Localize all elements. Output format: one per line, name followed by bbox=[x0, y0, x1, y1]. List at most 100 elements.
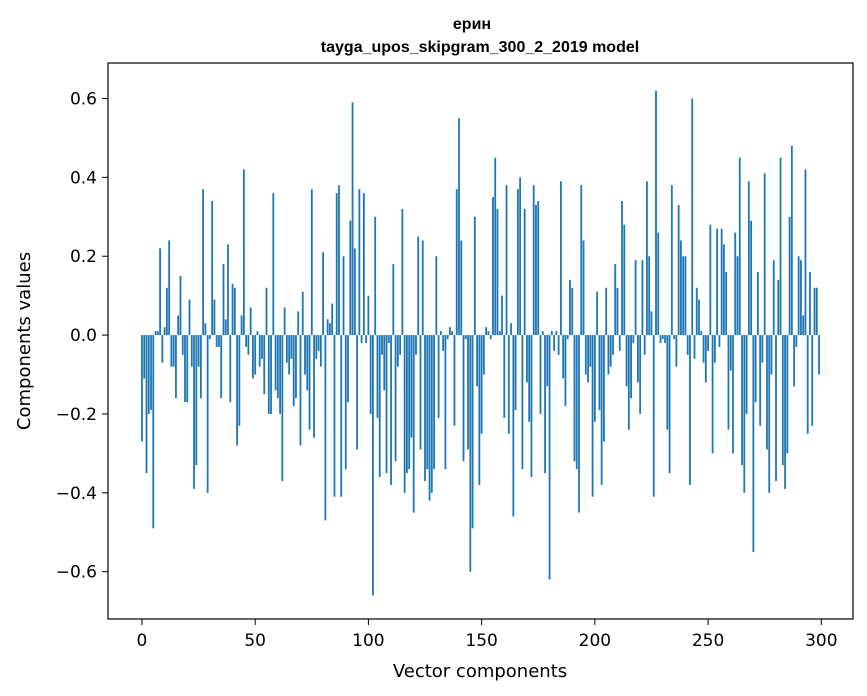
bar-122 bbox=[417, 236, 420, 336]
bar-43 bbox=[238, 335, 241, 426]
bar-236 bbox=[675, 335, 678, 367]
bar-41 bbox=[233, 287, 236, 336]
bar-69 bbox=[297, 311, 300, 336]
bar-132 bbox=[439, 331, 442, 336]
bar-213 bbox=[623, 224, 626, 336]
bar-226 bbox=[652, 335, 655, 497]
bar-296 bbox=[811, 335, 814, 426]
bar-38 bbox=[227, 244, 229, 336]
bar-53 bbox=[261, 335, 263, 359]
bar-107 bbox=[383, 335, 386, 391]
bar-61 bbox=[279, 335, 281, 414]
bar-55 bbox=[265, 287, 268, 336]
bar-134 bbox=[444, 335, 447, 470]
x-axis-ticks: 0 50 100 150 200 250 300 bbox=[137, 619, 838, 651]
bar-289 bbox=[795, 335, 798, 347]
bar-197 bbox=[587, 335, 589, 383]
bar-84 bbox=[331, 303, 334, 336]
bar-48 bbox=[249, 307, 252, 336]
bar-181 bbox=[550, 331, 553, 336]
bar-152 bbox=[485, 327, 488, 336]
bar-176 bbox=[539, 335, 542, 414]
bar-273 bbox=[759, 335, 762, 426]
bar-265 bbox=[741, 335, 743, 466]
bar-141 bbox=[460, 240, 463, 336]
bar-244 bbox=[693, 335, 696, 359]
bar-21 bbox=[188, 299, 191, 336]
bar-24 bbox=[195, 335, 198, 466]
bar-34 bbox=[218, 335, 220, 347]
y-tick-label: 0.6 bbox=[70, 89, 97, 109]
bar-46 bbox=[245, 335, 248, 347]
bar-224 bbox=[648, 256, 651, 336]
bar-205 bbox=[605, 287, 608, 336]
bar-238 bbox=[680, 240, 682, 336]
bar-87 bbox=[338, 185, 340, 336]
bar-218 bbox=[634, 260, 637, 336]
bar-284 bbox=[784, 335, 786, 489]
y-tick-label: 0.2 bbox=[70, 247, 97, 267]
bar-166 bbox=[516, 189, 519, 336]
bar-248 bbox=[702, 335, 705, 363]
bar-169 bbox=[523, 208, 526, 336]
bar-269 bbox=[750, 220, 752, 336]
bar-79 bbox=[319, 335, 322, 367]
bar-263 bbox=[736, 256, 739, 336]
bar-245 bbox=[695, 287, 698, 336]
bar-16 bbox=[177, 315, 180, 336]
bar-29 bbox=[206, 335, 209, 493]
bar-52 bbox=[258, 335, 261, 367]
bars-group bbox=[141, 90, 820, 596]
bar-101 bbox=[369, 335, 372, 414]
bar-98 bbox=[362, 193, 365, 336]
x-tick-label: 300 bbox=[805, 631, 837, 651]
bar-202 bbox=[598, 335, 601, 411]
bar-299 bbox=[818, 335, 820, 375]
bar-251 bbox=[709, 224, 712, 336]
bar-190 bbox=[571, 287, 574, 336]
bar-249 bbox=[704, 335, 707, 383]
bar-209 bbox=[614, 264, 617, 336]
bar-58 bbox=[272, 193, 275, 336]
bar-264 bbox=[738, 157, 741, 336]
bar-223 bbox=[646, 181, 648, 336]
bar-17 bbox=[179, 275, 182, 336]
x-tick-label: 0 bbox=[137, 631, 148, 651]
bar-267 bbox=[745, 335, 748, 414]
bar-212 bbox=[621, 201, 623, 336]
bar-178 bbox=[544, 335, 546, 474]
bar-219 bbox=[636, 335, 639, 383]
bar-282 bbox=[779, 157, 782, 336]
bar-105 bbox=[378, 335, 381, 478]
bar-165 bbox=[514, 335, 517, 411]
bar-207 bbox=[609, 335, 612, 367]
bar-186 bbox=[562, 335, 565, 379]
bar-159 bbox=[501, 295, 503, 336]
bar-241 bbox=[686, 335, 689, 355]
bar-44 bbox=[240, 315, 243, 336]
bar-51 bbox=[256, 331, 259, 336]
bar-286 bbox=[788, 216, 791, 336]
bar-138 bbox=[453, 335, 456, 426]
bar-220 bbox=[639, 335, 642, 414]
bar-274 bbox=[761, 335, 764, 363]
bar-199 bbox=[591, 335, 594, 497]
x-tick-label: 250 bbox=[692, 631, 724, 651]
bar-93 bbox=[351, 102, 354, 336]
bar-204 bbox=[603, 335, 605, 442]
bar-210 bbox=[616, 287, 619, 336]
bar-142 bbox=[462, 335, 465, 462]
bar-222 bbox=[643, 335, 646, 355]
bar-2 bbox=[145, 335, 148, 474]
bar-109 bbox=[387, 335, 390, 343]
bar-103 bbox=[374, 216, 377, 336]
bar-150 bbox=[480, 335, 483, 434]
bar-283 bbox=[781, 335, 784, 466]
bar-77 bbox=[315, 335, 318, 359]
bar-104 bbox=[376, 335, 379, 418]
bar-71 bbox=[301, 291, 304, 336]
bar-63 bbox=[283, 307, 286, 336]
bar-173 bbox=[532, 185, 535, 336]
bar-89 bbox=[342, 256, 345, 336]
bar-277 bbox=[768, 335, 771, 493]
